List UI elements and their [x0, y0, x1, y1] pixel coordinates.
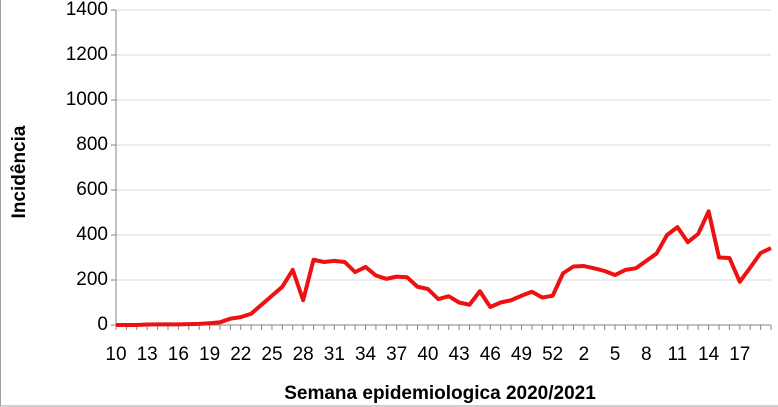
- y-tick-label: 1000: [66, 89, 108, 110]
- x-tick-label: 37: [386, 344, 407, 365]
- x-tick-label: 11: [668, 344, 688, 365]
- y-tick-label: 0: [97, 314, 108, 335]
- y-tick-label: 400: [76, 224, 108, 245]
- x-tick-label: 25: [261, 344, 282, 365]
- x-tick-label: 40: [417, 344, 438, 365]
- x-tick-label: 22: [230, 344, 251, 365]
- x-tick-label: 52: [542, 344, 563, 365]
- x-tick-label: 8: [641, 344, 652, 365]
- line-series: [116, 209, 772, 327]
- x-tick-label: 2: [579, 344, 590, 365]
- x-tick-label: 5: [610, 344, 621, 365]
- y-axis-label: Incidência: [9, 125, 30, 218]
- x-tick-label: 34: [355, 344, 377, 365]
- y-tick-label: 200: [76, 269, 108, 290]
- x-tick-label: 17: [729, 344, 750, 365]
- y-tick-label: 600: [76, 179, 108, 200]
- x-tick-label: 31: [324, 344, 345, 365]
- y-tick-label: 1400: [66, 0, 108, 20]
- x-tick-label: 28: [293, 344, 314, 365]
- x-tick-label: 43: [449, 344, 470, 365]
- y-tick-label: 1200: [66, 44, 108, 65]
- x-tick-label: 14: [698, 344, 720, 365]
- x-axis-label: Semana epidemiologica 2020/2021: [284, 383, 596, 404]
- x-tick-label: 13: [137, 344, 158, 365]
- x-tick-label: 49: [511, 344, 532, 365]
- x-tick-label: 16: [168, 344, 189, 365]
- y-tick-label: 800: [76, 134, 108, 155]
- x-tick-label: 19: [199, 344, 220, 365]
- x-tick-label: 46: [480, 344, 501, 365]
- x-tick-label: 10: [105, 344, 126, 365]
